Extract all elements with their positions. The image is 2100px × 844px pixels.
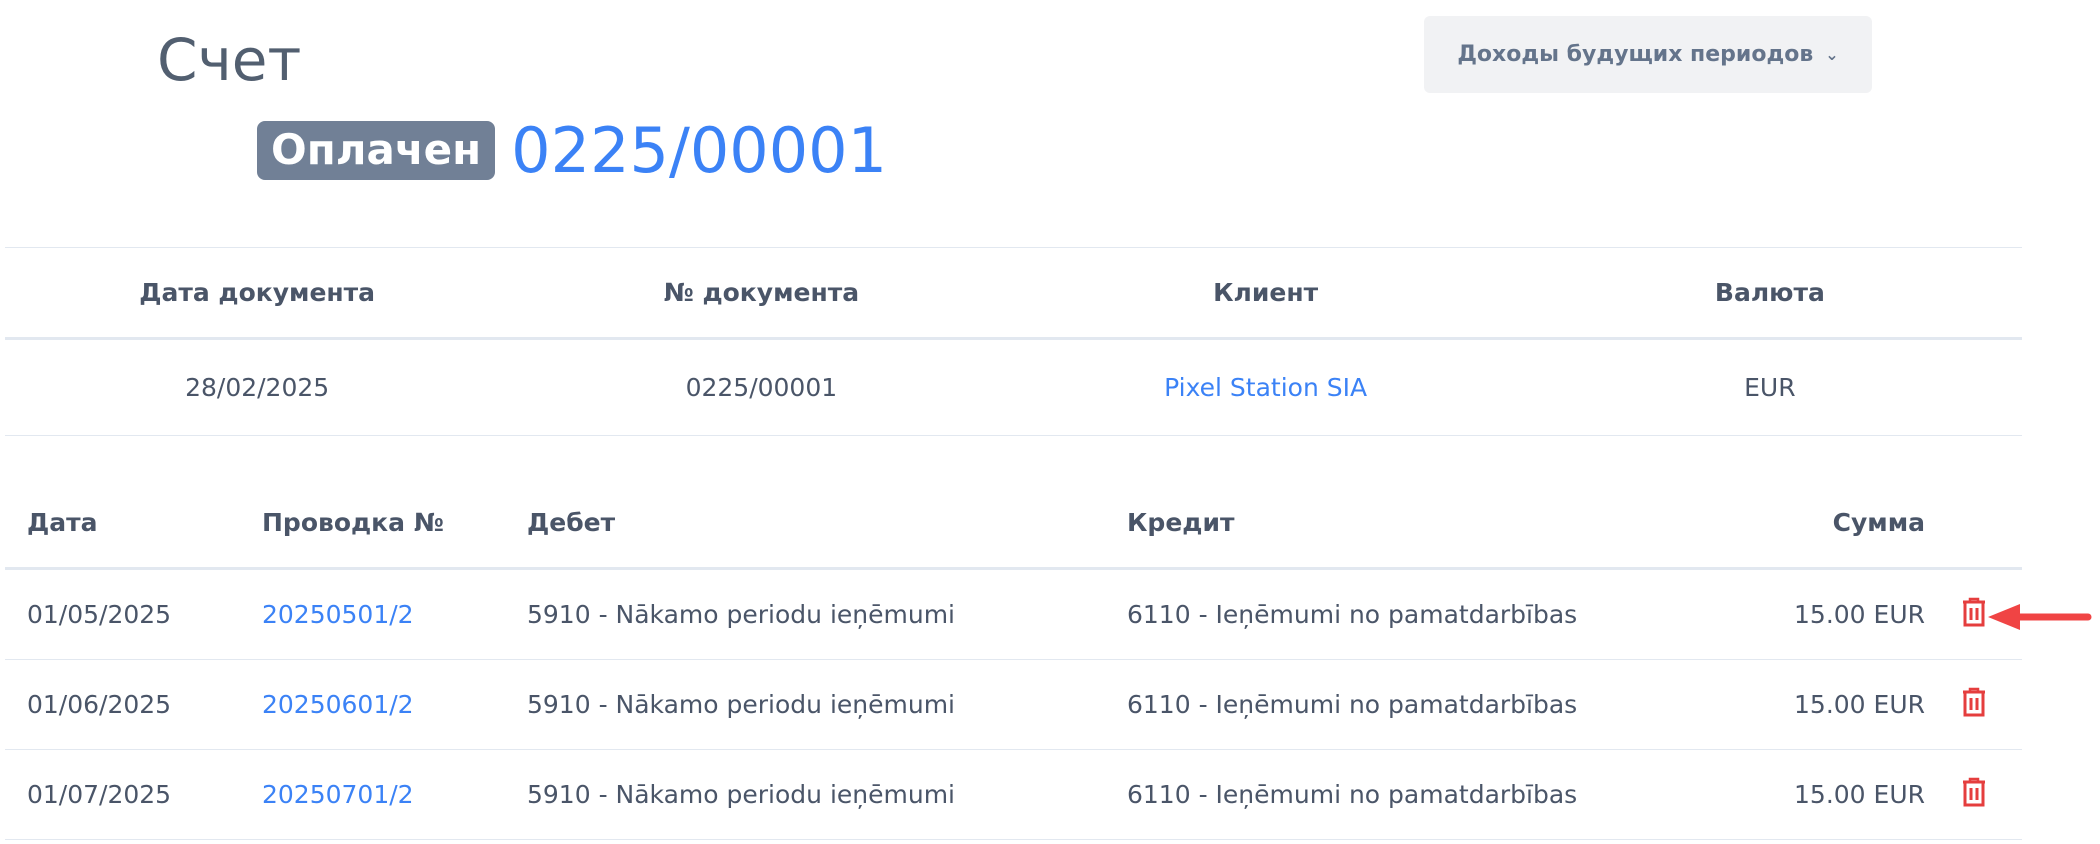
entry-debit: 5910 - Nākamo periodu ieņēmumi <box>527 600 955 629</box>
status-row: Оплачен 0225/00001 <box>257 114 887 187</box>
entries-header-row: Дата Проводка № Дебет Кредит Сумма <box>5 477 2022 570</box>
entry-amount: 15.00 EUR <box>1794 780 1925 809</box>
header-client: Клиент <box>1213 278 1319 307</box>
entry-credit: 6110 - Ieņēmumi no pamatdarbības <box>1127 600 1578 629</box>
client-link[interactable]: Pixel Station SIA <box>1164 373 1368 402</box>
status-badge: Оплачен <box>257 121 496 180</box>
trash-icon[interactable] <box>1961 687 1987 723</box>
header-document-date: Дата документа <box>139 278 376 307</box>
info-header-row: Дата документа № документа Клиент Валюта <box>5 247 2022 340</box>
currency: EUR <box>1744 373 1796 402</box>
header-document-number: № документа <box>663 278 860 307</box>
document-number: 0225/00001 <box>511 114 888 187</box>
entry-credit: 6110 - Ieņēmumi no pamatdarbības <box>1127 690 1578 719</box>
entry-amount: 15.00 EUR <box>1794 690 1925 719</box>
header-currency: Валюта <box>1714 278 1825 307</box>
entry-debit: 5910 - Nākamo periodu ieņēmumi <box>527 780 955 809</box>
dropdown-label: Доходы будущих периодов <box>1457 42 1814 67</box>
document-date: 28/02/2025 <box>185 373 330 402</box>
deferred-revenue-dropdown[interactable]: Доходы будущих периодов ⌄ <box>1424 16 1872 93</box>
entry-date: 01/05/2025 <box>27 600 172 629</box>
entry-number-link[interactable]: 20250501/2 <box>262 600 414 629</box>
trash-icon[interactable] <box>1961 597 1987 633</box>
page-title: Счет <box>157 26 302 94</box>
entry-number-link[interactable]: 20250701/2 <box>262 780 414 809</box>
header-date: Дата <box>27 507 98 537</box>
entry-credit: 6110 - Ieņēmumi no pamatdarbības <box>1127 780 1578 809</box>
entry-date: 01/06/2025 <box>27 690 172 719</box>
header-debit: Дебет <box>527 507 616 537</box>
info-row: 28/02/2025 0225/00001 Pixel Station SIA … <box>5 340 2022 436</box>
document-number-value: 0225/00001 <box>685 373 838 402</box>
chevron-down-icon: ⌄ <box>1825 45 1839 64</box>
annotation-arrow-icon <box>1988 604 2092 630</box>
header-entry-number: Проводка № <box>262 507 444 537</box>
entry-number-link[interactable]: 20250601/2 <box>262 690 414 719</box>
header-amount: Сумма <box>1832 507 1925 537</box>
entry-debit: 5910 - Nākamo periodu ieņēmumi <box>527 690 955 719</box>
table-row: 01/05/2025 20250501/2 5910 - Nākamo peri… <box>5 570 2022 660</box>
entries-table: Дата Проводка № Дебет Кредит Сумма 01/05… <box>5 477 2022 840</box>
entry-amount: 15.00 EUR <box>1794 600 1925 629</box>
document-info-table: Дата документа № документа Клиент Валюта… <box>5 247 2022 436</box>
table-row: 01/07/2025 20250701/2 5910 - Nākamo peri… <box>5 750 2022 840</box>
entry-date: 01/07/2025 <box>27 780 172 809</box>
table-row: 01/06/2025 20250601/2 5910 - Nākamo peri… <box>5 660 2022 750</box>
trash-icon[interactable] <box>1961 777 1987 813</box>
header-credit: Кредит <box>1127 507 1235 537</box>
